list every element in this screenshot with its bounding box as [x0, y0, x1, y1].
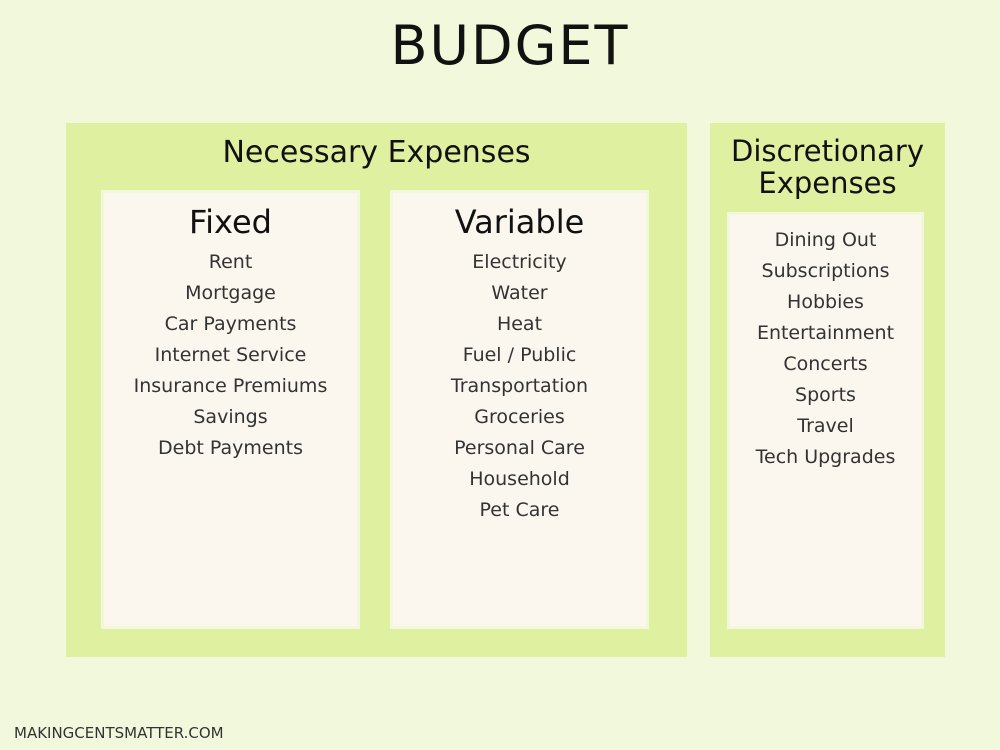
expense-item: Sports [795, 384, 856, 406]
item-list: Electricity Water Heat Fuel / Public Transpo… [393, 247, 646, 526]
expense-item: Transportation [450, 375, 589, 397]
discretionary-panel: Discretionary Expenses Dining Out Subscri… [710, 123, 945, 657]
item-list: Dining Out Subscriptions Hobbies Entertainm… [730, 225, 921, 473]
necessary-panel: Necessary Expenses Fixed Rent Mortgage Car… [66, 123, 687, 657]
expense-item: Household [469, 468, 570, 490]
expense-item: Travel [797, 415, 854, 437]
column-title: Fixed [189, 203, 272, 241]
expense-item: Tech Upgrades [755, 446, 896, 468]
expense-item: Pet Care [479, 499, 560, 521]
expense-item: Personal Care [454, 437, 585, 459]
expense-item: Water [491, 282, 548, 304]
expense-item: Debt Payments [158, 437, 303, 459]
expense-item: Insurance Premiums [133, 375, 328, 397]
discretionary-title: Discretionary Expenses [731, 134, 924, 200]
necessary-title: Necessary Expenses [222, 135, 531, 170]
expense-item: Car Payments [164, 313, 297, 335]
expense-item: Internet Service [154, 344, 307, 366]
expense-item: Fuel / Public [462, 344, 577, 366]
column-title: Variable [454, 203, 585, 241]
item-list: Rent Mortgage Car Payments Internet Service… [104, 247, 357, 464]
variable-box: Variable Electricity Water Heat Fuel / Publ… [390, 190, 649, 629]
expense-item: Concerts [783, 353, 868, 375]
expense-item: Hobbies [787, 291, 864, 313]
fixed-box: Fixed Rent Mortgage Car Payments Internet S… [101, 190, 360, 629]
expense-item: Rent [208, 251, 253, 273]
discretionary-box: Dining Out Subscriptions Hobbies Entertainm… [727, 212, 924, 629]
expense-item: Electricity [472, 251, 567, 273]
expense-item: Savings [193, 406, 268, 428]
expense-item: Entertainment [756, 322, 895, 344]
expense-item: Subscriptions [761, 260, 890, 282]
title: BUDGET [390, 14, 630, 77]
expense-item: Groceries [474, 406, 565, 428]
expense-item: Dining Out [774, 229, 877, 251]
footer: MAKINGCENTSMATTER.COM [14, 724, 224, 742]
expense-item: Heat [496, 313, 543, 335]
expense-item: Mortgage [185, 282, 276, 304]
